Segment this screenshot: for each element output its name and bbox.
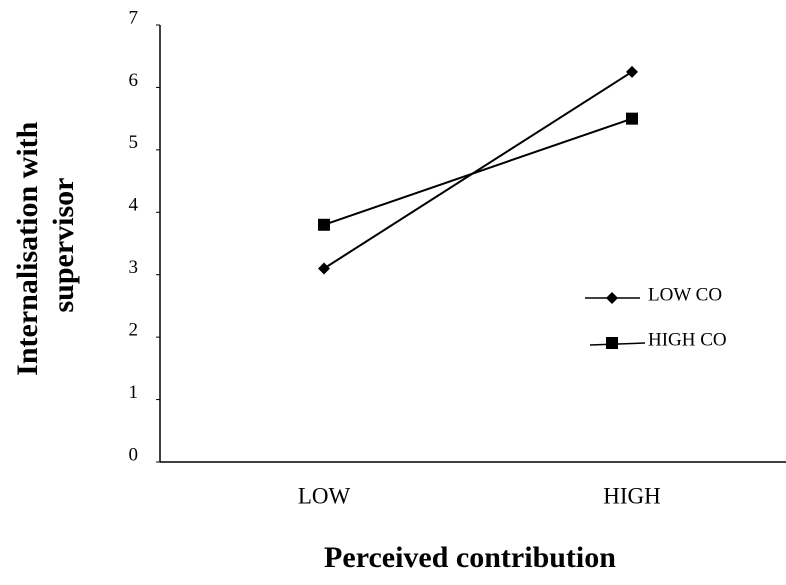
- x-tick-label: LOW: [298, 483, 351, 508]
- y-tick-label: 4: [129, 195, 139, 216]
- y-axis-title-line: Internalisation with: [11, 121, 44, 376]
- y-tick-label: 7: [129, 7, 139, 28]
- marker: [318, 262, 330, 275]
- y-tick-label: 0: [129, 444, 139, 465]
- legend-text: HIGH CO: [648, 329, 727, 350]
- y-axis-title-line: supervisor: [47, 178, 80, 313]
- legend-marker: [606, 337, 618, 349]
- y-tick-label: 5: [129, 132, 139, 153]
- marker: [626, 65, 638, 78]
- x-tick-label: HIGH: [603, 483, 661, 508]
- marker: [626, 112, 638, 125]
- y-axis-title: Internalisation with supervisor: [11, 114, 80, 376]
- y-tick-label: 2: [129, 320, 139, 341]
- y-tick-label: 1: [129, 382, 139, 403]
- marker: [318, 218, 330, 231]
- legend-marker: [606, 292, 618, 304]
- series-line: [323, 117, 633, 226]
- y-tick-label: 6: [129, 70, 139, 91]
- x-axis-title: Perceived contribution: [324, 541, 616, 574]
- legend-text: LOW CO: [648, 284, 722, 305]
- y-tick-label: 3: [129, 257, 139, 278]
- series-line: [323, 70, 633, 270]
